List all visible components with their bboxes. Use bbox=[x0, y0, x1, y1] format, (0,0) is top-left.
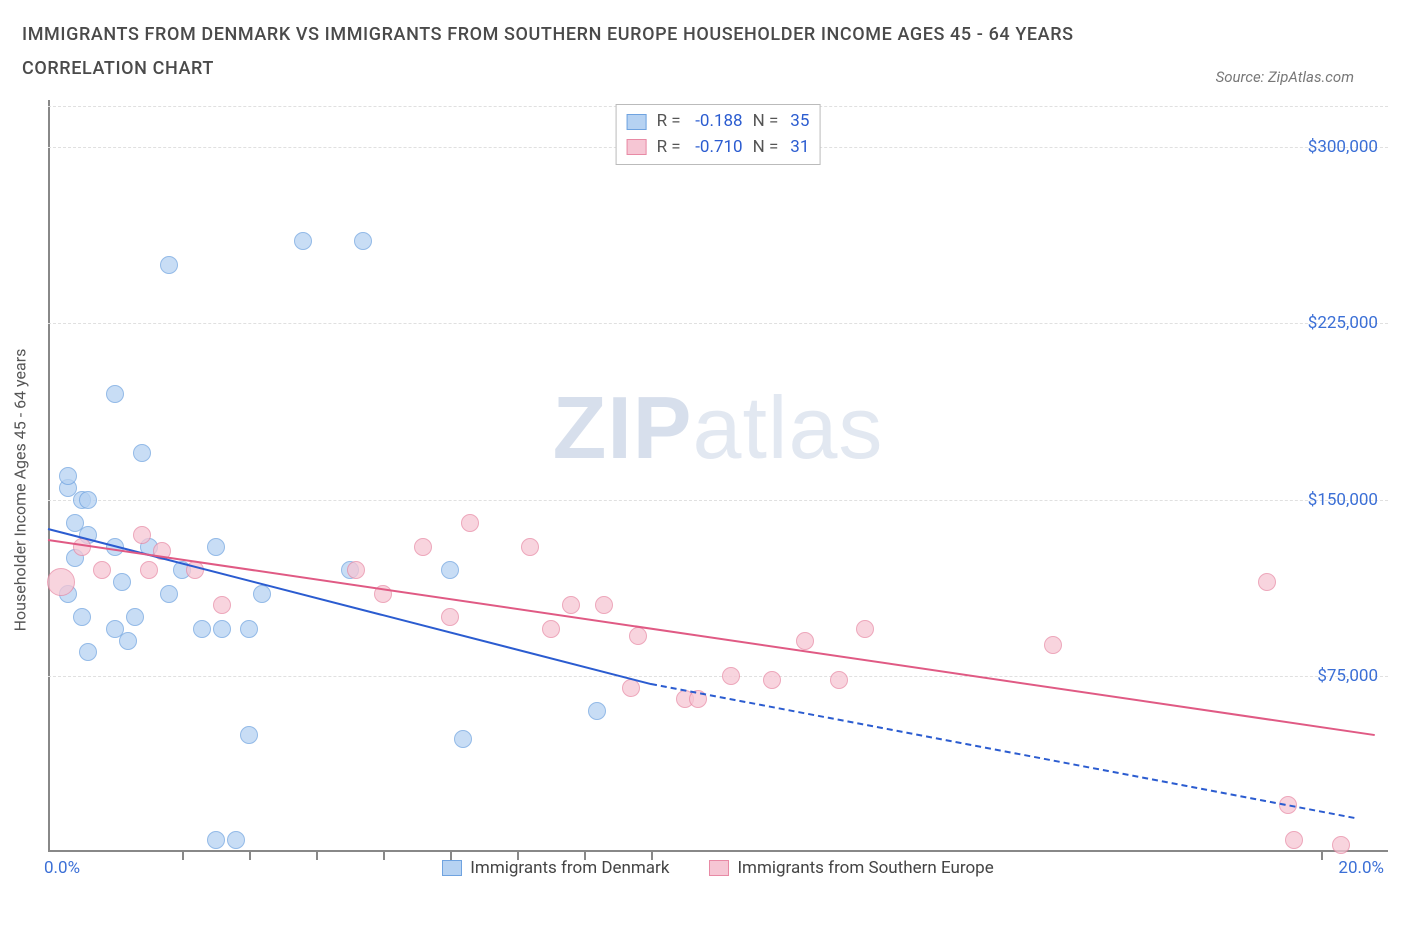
data-point-denmark bbox=[213, 620, 231, 638]
data-point-southern bbox=[763, 671, 781, 689]
data-point-denmark bbox=[193, 620, 211, 638]
data-point-southern bbox=[830, 671, 848, 689]
y-tick-label: $300,000 bbox=[1308, 137, 1378, 157]
watermark: ZIPatlas bbox=[553, 377, 884, 479]
data-point-denmark bbox=[588, 702, 606, 720]
y-tick-label: $225,000 bbox=[1308, 313, 1378, 333]
data-point-denmark bbox=[240, 726, 258, 744]
data-point-denmark bbox=[294, 232, 312, 250]
y-tick-label: $75,000 bbox=[1317, 666, 1378, 686]
swatch-denmark bbox=[627, 114, 647, 130]
data-point-denmark bbox=[454, 730, 472, 748]
source-label: Source: ZipAtlas.com bbox=[1216, 68, 1354, 86]
data-point-denmark bbox=[160, 256, 178, 274]
data-point-denmark bbox=[119, 632, 137, 650]
data-point-southern bbox=[133, 526, 151, 544]
legend-label-denmark: Immigrants from Denmark bbox=[470, 858, 669, 878]
legend-swatch-southern bbox=[709, 860, 729, 876]
data-point-denmark bbox=[441, 561, 459, 579]
y-axis-label: Householder Income Ages 45 - 64 years bbox=[11, 349, 30, 632]
data-point-denmark bbox=[113, 573, 131, 591]
chart-title-line2: CORRELATION CHART bbox=[22, 52, 214, 86]
data-point-southern bbox=[629, 627, 647, 645]
chart-title-line1: IMMIGRANTS FROM DENMARK VS IMMIGRANTS FR… bbox=[22, 18, 1384, 52]
data-point-southern bbox=[521, 538, 539, 556]
data-point-denmark bbox=[133, 444, 151, 462]
data-point-southern bbox=[347, 561, 365, 579]
stats-row-southern: R =-0.710 N =31 bbox=[627, 135, 810, 161]
data-point-southern bbox=[722, 667, 740, 685]
data-point-denmark bbox=[207, 538, 225, 556]
data-point-denmark bbox=[73, 608, 91, 626]
gridline bbox=[48, 500, 1388, 501]
data-point-denmark bbox=[126, 608, 144, 626]
trend-line bbox=[651, 683, 1355, 819]
gridline bbox=[48, 323, 1388, 324]
legend-label-southern: Immigrants from Southern Europe bbox=[737, 858, 993, 878]
data-point-southern bbox=[595, 596, 613, 614]
data-point-denmark bbox=[240, 620, 258, 638]
data-point-southern bbox=[856, 620, 874, 638]
y-axis bbox=[48, 100, 50, 852]
data-point-southern bbox=[213, 596, 231, 614]
data-point-southern bbox=[542, 620, 560, 638]
plot-area: Householder Income Ages 45 - 64 years ZI… bbox=[48, 100, 1388, 880]
data-point-southern bbox=[1332, 836, 1350, 854]
legend: Immigrants from Denmark Immigrants from … bbox=[48, 858, 1388, 878]
data-point-southern bbox=[461, 514, 479, 532]
data-point-southern bbox=[47, 568, 75, 596]
legend-swatch-denmark bbox=[442, 860, 462, 876]
data-point-denmark bbox=[59, 467, 77, 485]
data-point-southern bbox=[562, 596, 580, 614]
trend-line bbox=[48, 539, 1375, 736]
data-point-denmark bbox=[79, 491, 97, 509]
stats-row-denmark: R =-0.188 N =35 bbox=[627, 109, 810, 135]
data-point-southern bbox=[1258, 573, 1276, 591]
data-point-southern bbox=[140, 561, 158, 579]
data-point-southern bbox=[1044, 636, 1062, 654]
data-point-southern bbox=[414, 538, 432, 556]
data-point-denmark bbox=[227, 831, 245, 849]
legend-item-southern: Immigrants from Southern Europe bbox=[709, 858, 993, 878]
data-point-denmark bbox=[106, 385, 124, 403]
data-point-southern bbox=[796, 632, 814, 650]
y-tick-label: $150,000 bbox=[1308, 490, 1378, 510]
correlation-stats-box: R =-0.188 N =35 R =-0.710 N =31 bbox=[616, 104, 821, 165]
data-point-denmark bbox=[79, 643, 97, 661]
data-point-southern bbox=[441, 608, 459, 626]
data-point-denmark bbox=[253, 585, 271, 603]
data-point-southern bbox=[93, 561, 111, 579]
data-point-denmark bbox=[160, 585, 178, 603]
data-point-denmark bbox=[354, 232, 372, 250]
data-point-denmark bbox=[207, 831, 225, 849]
chart-header: IMMIGRANTS FROM DENMARK VS IMMIGRANTS FR… bbox=[0, 0, 1406, 90]
data-point-southern bbox=[1285, 831, 1303, 849]
gridline bbox=[48, 676, 1388, 677]
swatch-southern bbox=[627, 139, 647, 155]
legend-item-denmark: Immigrants from Denmark bbox=[442, 858, 669, 878]
